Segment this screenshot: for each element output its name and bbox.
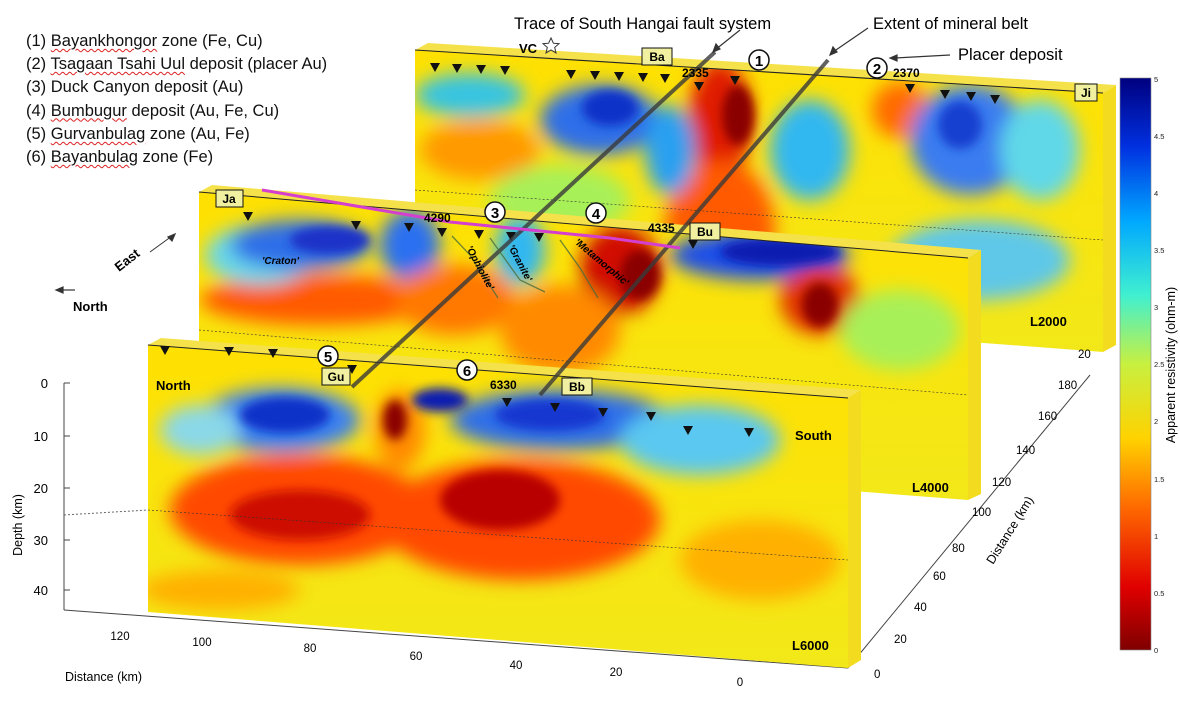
annotation-arrows xyxy=(54,27,951,294)
fault-trace-label: Trace of South Hangai fault system xyxy=(514,15,771,33)
section-l6000 xyxy=(147,338,861,668)
svg-text:80: 80 xyxy=(952,543,965,555)
magenta-trace xyxy=(261,188,681,250)
site-number-2: 2 xyxy=(866,57,888,79)
station-box-ba: Ba xyxy=(641,47,673,66)
svg-text:2.5: 2.5 xyxy=(1154,360,1164,369)
depth-axis-label: Depth (km) xyxy=(11,494,25,556)
svg-text:10: 10 xyxy=(34,429,48,444)
section-label-l6000: L6000 xyxy=(792,638,829,653)
svg-text:Bu: Bu xyxy=(697,225,713,239)
svg-text:Gu: Gu xyxy=(328,370,345,384)
station-box-bb: Bb xyxy=(561,377,593,396)
deposit-legend: (1) Bayankhongor zone (Fe, Cu) (2) Tsaga… xyxy=(26,30,327,169)
svg-text:4: 4 xyxy=(592,206,601,223)
legend-item-4: (4) Bumbugur deposit (Au, Fe, Cu) xyxy=(26,101,280,120)
orientation-east: East xyxy=(112,245,143,274)
svg-text:40: 40 xyxy=(34,583,48,598)
svg-text:20: 20 xyxy=(34,481,48,496)
section-label-l4000: L4000 xyxy=(912,480,949,495)
site-number-6: 6 xyxy=(456,359,478,381)
site-6330: 6330 xyxy=(490,378,517,392)
svg-text:5: 5 xyxy=(1154,75,1158,84)
svg-text:0: 0 xyxy=(737,677,743,689)
svg-text:60: 60 xyxy=(410,651,423,663)
vc-label: VC xyxy=(519,41,538,56)
site-4290: 4290 xyxy=(424,211,451,225)
site-2335: 2335 xyxy=(682,66,709,80)
axis-box xyxy=(63,374,1091,669)
svg-text:20: 20 xyxy=(1078,349,1091,361)
svg-text:4.5: 4.5 xyxy=(1154,132,1164,141)
geology-craton: 'Craton' xyxy=(262,256,300,267)
legend-item-5: (5) Gurvanbulag zone (Au, Fe) xyxy=(26,124,250,143)
svg-text:80: 80 xyxy=(304,643,317,655)
svg-text:1: 1 xyxy=(755,53,763,70)
svg-text:120: 120 xyxy=(110,631,129,643)
svg-text:Ba: Ba xyxy=(649,50,665,64)
svg-text:0.5: 0.5 xyxy=(1154,589,1164,598)
station-markers xyxy=(160,63,1000,437)
distance-y-label: Distance (km) xyxy=(984,494,1037,567)
svg-text:5: 5 xyxy=(324,349,332,366)
site-number-3: 3 xyxy=(484,201,506,223)
front-north-label: North xyxy=(156,378,191,393)
geology-contacts xyxy=(451,235,599,299)
svg-text:3: 3 xyxy=(1154,303,1158,312)
site-4335: 4335 xyxy=(648,221,675,235)
station-box-gu: Gu xyxy=(321,367,351,386)
station-box-bu: Bu xyxy=(689,222,721,241)
svg-text:160: 160 xyxy=(1038,411,1057,423)
svg-text:1.5: 1.5 xyxy=(1154,475,1164,484)
site-2370: 2370 xyxy=(893,66,920,80)
svg-text:30: 30 xyxy=(34,533,48,548)
svg-text:2: 2 xyxy=(1154,417,1158,426)
depth-axis: 0 10 20 30 40 Depth (km) xyxy=(11,376,70,598)
section-label-l2000: L2000 xyxy=(1030,314,1067,329)
svg-text:0: 0 xyxy=(874,669,880,681)
svg-text:120: 120 xyxy=(992,477,1011,489)
svg-text:0: 0 xyxy=(1154,646,1158,655)
svg-text:20: 20 xyxy=(894,634,907,646)
svg-text:Ji: Ji xyxy=(1081,86,1091,100)
svg-text:Bb: Bb xyxy=(569,380,585,394)
svg-text:2: 2 xyxy=(873,61,881,78)
site-number-4: 4 xyxy=(585,202,607,224)
colorbar-label: Apparent resistivity (ohm-m) xyxy=(1164,287,1178,443)
svg-text:1: 1 xyxy=(1154,532,1158,541)
svg-text:6: 6 xyxy=(463,363,471,380)
svg-text:40: 40 xyxy=(914,602,927,614)
mineral-belt-label: Extent of mineral belt xyxy=(873,15,1028,33)
svg-text:4: 4 xyxy=(1154,189,1158,198)
section-l2000 xyxy=(414,43,1116,352)
svg-text:0: 0 xyxy=(41,376,48,391)
svg-text:3: 3 xyxy=(491,205,499,222)
site-number-1: 1 xyxy=(748,49,770,71)
front-south-label: South xyxy=(795,428,832,443)
svg-text:20: 20 xyxy=(610,667,623,679)
svg-text:3.5: 3.5 xyxy=(1154,246,1164,255)
colorbar: 0 0.5 1 1.5 2 2.5 3 3.5 4 4.5 5 Apparent… xyxy=(1119,75,1178,655)
svg-text:100: 100 xyxy=(972,507,991,519)
svg-text:Ja: Ja xyxy=(222,192,236,206)
site-number-5: 5 xyxy=(317,345,339,367)
svg-text:140: 140 xyxy=(1016,445,1035,457)
station-box-ja: Ja xyxy=(215,189,244,208)
star-icon xyxy=(541,36,561,54)
fault-system-lines xyxy=(350,50,830,397)
orientation-north: North xyxy=(73,299,108,314)
distance-x-axis: 120 100 80 60 40 20 0 Distance (km) xyxy=(65,631,743,689)
placer-deposit-label: Placer deposit xyxy=(958,46,1063,64)
legend-item-3: (3) Duck Canyon deposit (Au) xyxy=(26,78,244,97)
station-box-ji: Ji xyxy=(1074,83,1098,102)
svg-text:40: 40 xyxy=(510,660,523,672)
distance-x-label: Distance (km) xyxy=(65,670,142,684)
svg-text:100: 100 xyxy=(192,637,211,649)
svg-text:180: 180 xyxy=(1058,380,1077,392)
legend-item-1: (1) Bayankhongor zone (Fe, Cu) xyxy=(26,32,263,50)
legend-item-6: (6) Bayanbulag zone (Fe) xyxy=(26,148,214,167)
svg-text:60: 60 xyxy=(933,571,946,583)
legend-item-2: (2) Tsagaan Tsahi Uul deposit (placer Au… xyxy=(26,55,328,74)
